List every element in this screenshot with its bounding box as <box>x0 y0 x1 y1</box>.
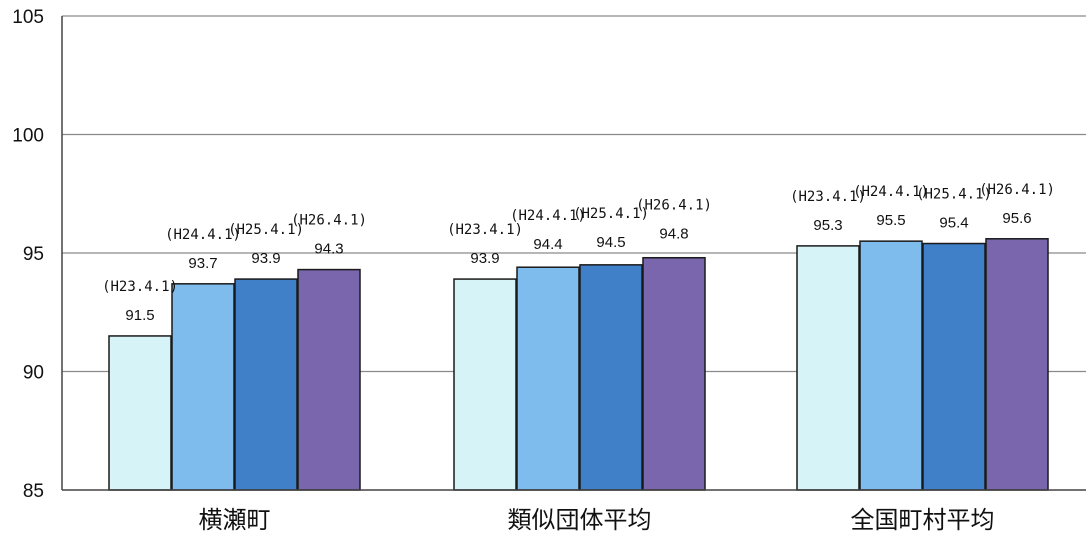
y-tick-label: 95 <box>23 244 44 265</box>
bar-1-0 <box>453 278 517 491</box>
category-label: 全国町村平均 <box>851 506 995 534</box>
y-tick-label: 100 <box>12 126 44 147</box>
data-labels: 91.5 (H23.4.1) 93.7 (H24.4.1) 93.9 (H25.4.1) 9… <box>102 182 1055 324</box>
value-label: 95.6 <box>1002 210 1031 227</box>
bar-0-1 <box>171 283 235 491</box>
y-tick-label: 85 <box>23 481 44 502</box>
value-label: 94.4 <box>533 236 562 253</box>
bar-1-3 <box>642 256 706 491</box>
period-label: (H24.4.1) <box>510 208 586 224</box>
value-label: 95.4 <box>939 215 968 232</box>
value-label: 94.5 <box>596 234 625 251</box>
bar-0-0 <box>108 335 172 491</box>
bar-1-1 <box>516 266 580 491</box>
category-label: 横瀬町 <box>199 506 271 534</box>
y-tick-label: 105 <box>12 7 44 28</box>
period-label: (H26.4.1) <box>979 182 1055 198</box>
value-label: 93.7 <box>188 255 217 272</box>
period-label: (H23.4.1) <box>102 279 178 295</box>
bar-2-0 <box>796 245 860 491</box>
period-label: (H24.4.1) <box>165 227 241 243</box>
period-label: (H23.4.1) <box>790 189 866 205</box>
period-label: (H25.4.1) <box>228 222 304 238</box>
period-label: (H26.4.1) <box>291 213 367 229</box>
period-label: (H25.4.1) <box>916 187 992 203</box>
bar-0-2 <box>234 278 298 491</box>
category-label: 類似団体平均 <box>508 506 652 534</box>
period-label: (H23.4.1) <box>447 222 523 238</box>
period-label: (H24.4.1) <box>853 184 929 200</box>
value-label: 95.3 <box>813 217 842 234</box>
value-label: 93.9 <box>470 250 499 267</box>
bar-1-2 <box>579 264 643 491</box>
bar-2-2 <box>922 242 986 491</box>
bars <box>108 238 1049 491</box>
value-label: 95.5 <box>876 212 905 229</box>
period-label: (H26.4.1) <box>636 198 712 214</box>
y-tick-label: 90 <box>23 363 44 384</box>
value-label: 91.5 <box>125 307 154 324</box>
y-axis: 85 90 95 100 105 <box>12 7 63 502</box>
bar-2-1 <box>859 240 923 491</box>
bar-2-3 <box>985 238 1049 491</box>
bar-0-3 <box>297 268 361 491</box>
value-label: 94.8 <box>659 226 688 243</box>
value-label: 93.9 <box>251 250 280 267</box>
value-label: 94.3 <box>314 241 343 258</box>
period-label: (H25.4.1) <box>573 206 649 222</box>
x-axis: 横瀬町 類似団体平均 全国町村平均 <box>62 489 1086 534</box>
